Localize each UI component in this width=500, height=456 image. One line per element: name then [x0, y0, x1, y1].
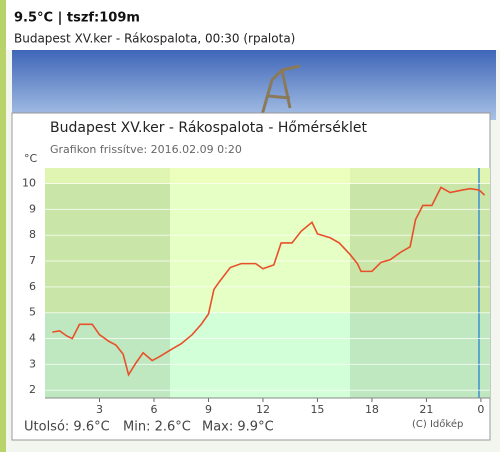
y-tick-label: 5	[29, 306, 36, 319]
band	[45, 313, 170, 398]
y-tick-label: 4	[29, 332, 36, 345]
footer-min: Min: 2.6°C	[123, 420, 191, 435]
y-tick-label: 9	[29, 202, 36, 215]
x-tick-label: 0	[477, 403, 484, 416]
antenna	[260, 64, 301, 116]
plot-area	[45, 168, 490, 398]
side-accent	[0, 0, 6, 452]
footer-last: Utolsó: 9.6°C	[24, 420, 110, 435]
header-subtitle: Budapest XV.ker - Rákospalota, 00:30 (rp…	[14, 32, 295, 46]
y-tick-label: 10	[22, 177, 36, 190]
x-tick-label: 15	[310, 403, 324, 416]
y-tick-label: 8	[29, 228, 36, 241]
webcam-image	[12, 50, 496, 120]
band	[45, 168, 490, 184]
x-tick-label: 9	[205, 403, 212, 416]
y-tick-label: 6	[29, 280, 36, 293]
band	[170, 313, 350, 398]
chart-subtitle: Grafikon frissítve: 2016.02.09 0:20	[50, 143, 242, 156]
x-tick-label: 3	[96, 403, 103, 416]
x-tick-label: 6	[150, 403, 157, 416]
y-tick-label: 3	[29, 357, 36, 370]
y-axis-label: °C	[24, 152, 38, 165]
x-tick-label: 12	[256, 403, 270, 416]
chart-title: Budapest XV.ker - Rákospalota - Hőmérsék…	[50, 120, 367, 136]
header-bg	[0, 0, 500, 50]
y-tick-label: 7	[29, 254, 36, 267]
credit: (C) Időkép	[412, 418, 463, 430]
y-tick-label: 2	[29, 383, 36, 396]
footer-max: Max: 9.9°C	[202, 420, 274, 435]
temperature-line	[52, 186, 486, 377]
header-title: 9.5°C | tszf:109m	[14, 11, 140, 26]
x-tick-label: 18	[365, 403, 379, 416]
x-tick-label: 21	[419, 403, 433, 416]
band	[350, 313, 490, 398]
